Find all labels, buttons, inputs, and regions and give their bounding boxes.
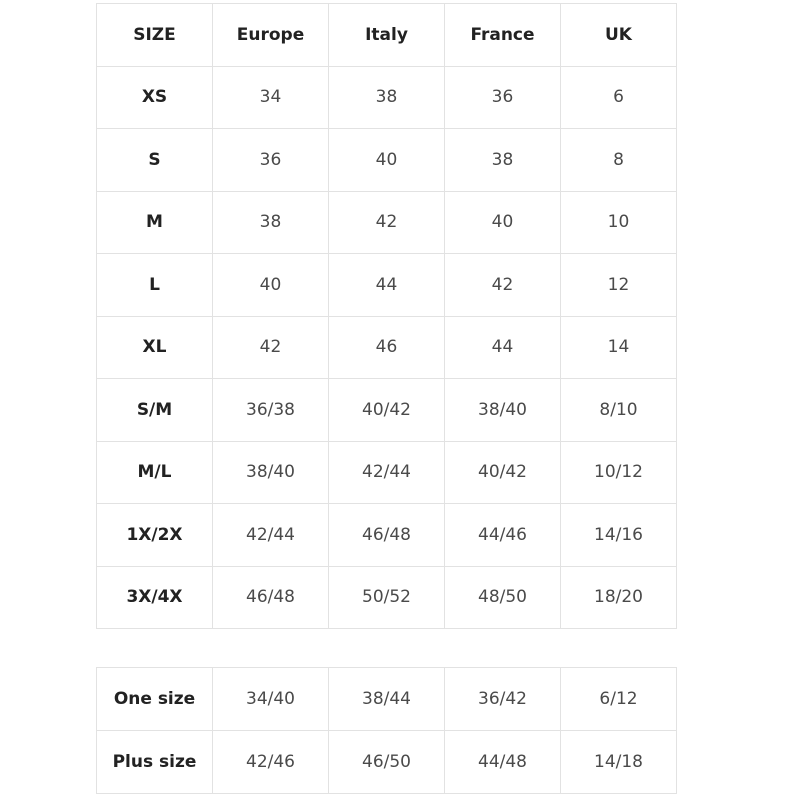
size-value-cell: 42/44: [328, 440, 445, 504]
table-row: M 38 42 40 10: [96, 190, 677, 254]
size-value-cell: 42/44: [212, 503, 329, 567]
size-value-cell: 46: [328, 315, 445, 379]
size-value-cell: 10/12: [560, 440, 677, 504]
table-row: XL 42 46 44 14: [96, 315, 677, 379]
table-row: L 40 44 42 12: [96, 253, 677, 317]
size-value-cell: 38: [444, 128, 561, 192]
size-value-cell: 40: [444, 190, 561, 254]
size-value-cell: 36: [212, 128, 329, 192]
column-header: Europe: [212, 3, 329, 67]
size-label-cell: S: [96, 128, 213, 192]
size-value-cell: 38/44: [328, 667, 445, 731]
table-row: 3X/4X 46/48 50/52 48/50 18/20: [96, 565, 677, 629]
size-value-cell: 38/40: [212, 440, 329, 504]
size-value-cell: 42: [328, 190, 445, 254]
size-value-cell: 44: [444, 315, 561, 379]
size-label-cell: 1X/2X: [96, 503, 213, 567]
size-value-cell: 6/12: [560, 667, 677, 731]
column-header: France: [444, 3, 561, 67]
size-value-cell: 38: [212, 190, 329, 254]
table-row: One size 34/40 38/44 36/42 6/12: [96, 667, 677, 731]
size-value-cell: 36: [444, 65, 561, 129]
size-value-cell: 40/42: [444, 440, 561, 504]
table-row: S 36 40 38 8: [96, 128, 677, 192]
size-value-cell: 34/40: [212, 667, 329, 731]
size-value-cell: 40/42: [328, 378, 445, 442]
size-value-cell: 6: [560, 65, 677, 129]
size-value-cell: 14/16: [560, 503, 677, 567]
size-value-cell: 50/52: [328, 565, 445, 629]
size-value-cell: 8/10: [560, 378, 677, 442]
size-value-cell: 44/48: [444, 730, 561, 794]
table-row: S/M 36/38 40/42 38/40 8/10: [96, 378, 677, 442]
table-row: Plus size 42/46 46/50 44/48 14/18: [96, 730, 677, 794]
size-label-cell: XL: [96, 315, 213, 379]
size-value-cell: 42: [212, 315, 329, 379]
table-row: M/L 38/40 42/44 40/42 10/12: [96, 440, 677, 504]
size-value-cell: 34: [212, 65, 329, 129]
size-label-cell: 3X/4X: [96, 565, 213, 629]
size-value-cell: 36/42: [444, 667, 561, 731]
column-header: SIZE: [96, 3, 213, 67]
size-label-cell: Plus size: [96, 730, 213, 794]
size-value-cell: 38: [328, 65, 445, 129]
table-row: 1X/2X 42/44 46/48 44/46 14/16: [96, 503, 677, 567]
size-value-cell: 8: [560, 128, 677, 192]
size-value-cell: 40: [212, 253, 329, 317]
size-label-cell: S/M: [96, 378, 213, 442]
size-value-cell: 46/50: [328, 730, 445, 794]
size-value-cell: 42: [444, 253, 561, 317]
size-label-cell: L: [96, 253, 213, 317]
size-value-cell: 38/40: [444, 378, 561, 442]
special-size-table: One size 34/40 38/44 36/42 6/12 Plus size 42/4…: [96, 667, 677, 794]
size-value-cell: 36/38: [212, 378, 329, 442]
table-row: XS 34 38 36 6: [96, 65, 677, 129]
size-value-cell: 44/46: [444, 503, 561, 567]
size-label-cell: XS: [96, 65, 213, 129]
size-value-cell: 10: [560, 190, 677, 254]
size-value-cell: 40: [328, 128, 445, 192]
size-label-cell: M/L: [96, 440, 213, 504]
size-value-cell: 18/20: [560, 565, 677, 629]
size-chart-table: SIZE Europe Italy France UK XS 34 38 36 6 S 36 40 38…: [96, 3, 677, 629]
size-label-cell: M: [96, 190, 213, 254]
size-value-cell: 14: [560, 315, 677, 379]
size-label-cell: One size: [96, 667, 213, 731]
column-header: Italy: [328, 3, 445, 67]
column-header: UK: [560, 3, 677, 67]
size-value-cell: 14/18: [560, 730, 677, 794]
size-value-cell: 48/50: [444, 565, 561, 629]
size-value-cell: 12: [560, 253, 677, 317]
size-value-cell: 46/48: [212, 565, 329, 629]
header-row: SIZE Europe Italy France UK: [96, 3, 677, 67]
size-value-cell: 44: [328, 253, 445, 317]
size-value-cell: 42/46: [212, 730, 329, 794]
size-value-cell: 46/48: [328, 503, 445, 567]
